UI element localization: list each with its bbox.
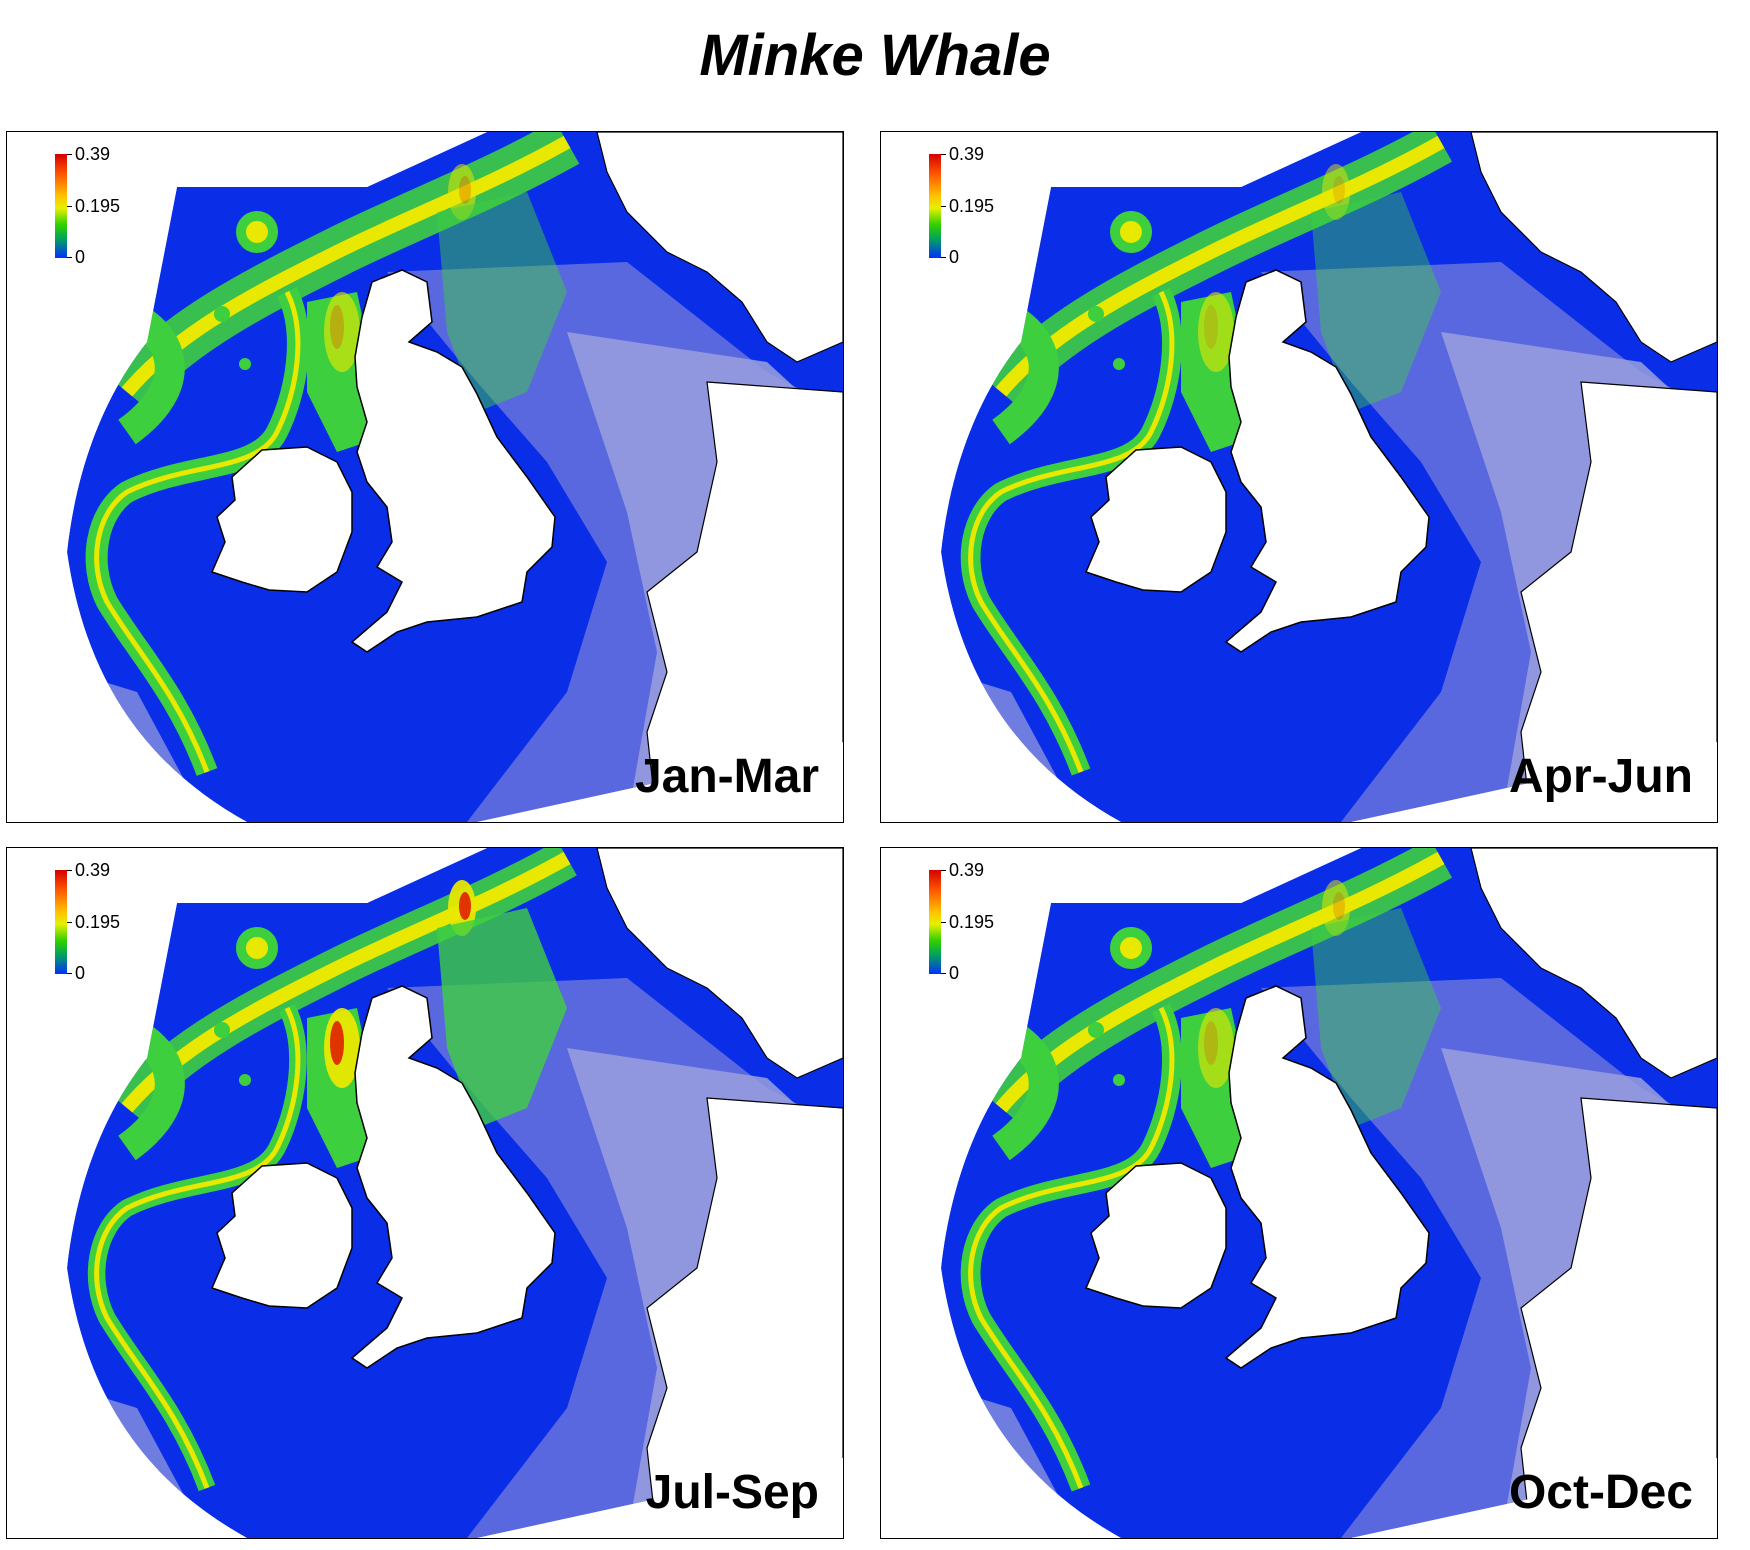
color-legend: 0.39 0.195 0 — [51, 861, 171, 983]
slope-core — [94, 1006, 301, 1489]
legend-color-bar — [55, 870, 67, 974]
ireland-land — [1084, 1162, 1227, 1309]
legend-max-label: 0.39 — [949, 144, 985, 164]
outside-study-area — [7, 848, 843, 1538]
norway-land — [596, 132, 843, 363]
hebrides-hotspot — [1198, 1008, 1234, 1088]
slope-core — [968, 1006, 1175, 1489]
season-label: Oct-Dec — [1508, 1466, 1693, 1519]
map-panel-oct-dec: 0.39 0.195 0 Oct-Dec — [880, 847, 1718, 1539]
slope-core — [94, 290, 301, 773]
seamount-hotspot — [1088, 306, 1104, 322]
bank-hotspot — [1110, 211, 1152, 253]
figure-title: Minke Whale — [699, 23, 1051, 88]
shetland-peak — [1333, 892, 1345, 920]
seamount-hotspot — [1113, 1074, 1125, 1086]
slope-core — [968, 290, 1175, 773]
shelf-edge-core — [995, 135, 1445, 397]
northern-north-sea-band — [1311, 192, 1441, 412]
shetland-peak — [1333, 176, 1345, 204]
density-map — [881, 848, 1717, 1538]
seamount-hotspot — [214, 1022, 230, 1038]
outside-study-area — [881, 132, 1717, 822]
outside-study-area — [7, 132, 843, 822]
map-panel-jan-mar: 0.39 0.195 0 Jan-Mar — [6, 131, 844, 823]
season-label: Apr-Jun — [1509, 750, 1693, 803]
density-map — [7, 848, 843, 1538]
shelf-edge-core — [121, 851, 571, 1113]
map-panel-apr-jun: 0.39 0.195 0 Apr-Jun — [880, 131, 1718, 823]
legend-color-bar — [929, 870, 941, 974]
hebrides-hotspot — [1198, 292, 1234, 372]
color-legend: 0.39 0.195 0 — [925, 145, 1045, 267]
legend-mid-label: 0.195 — [949, 196, 995, 216]
map-panel-jul-sep: 0.39 0.195 0 Jul-Sep — [6, 847, 844, 1539]
hebrides-peak — [1204, 305, 1218, 349]
hebrides-peak — [1204, 1021, 1218, 1065]
color-legend: 0.39 0.195 0 — [51, 145, 171, 267]
norway-land — [596, 848, 843, 1079]
ireland-land — [210, 446, 353, 593]
seamount-hotspot — [239, 1074, 251, 1086]
legend-min-label: 0 — [949, 963, 960, 983]
shetland-hotspot — [1322, 880, 1350, 936]
shelf-edge-core — [121, 135, 571, 397]
shetland-hotspot — [448, 164, 476, 220]
season-label: Jan-Mar — [634, 750, 819, 803]
great-britain-land — [350, 985, 556, 1369]
northern-north-sea-band — [1311, 908, 1441, 1128]
continent-land — [1520, 381, 1717, 822]
shelf-edge-core — [995, 851, 1445, 1113]
legend-max-label: 0.39 — [75, 860, 111, 880]
legend-min-label: 0 — [75, 963, 86, 983]
great-britain-land — [1224, 269, 1430, 653]
bank-hotspot — [1110, 927, 1152, 969]
color-legend: 0.39 0.195 0 — [925, 861, 1045, 983]
legend-max-label: 0.39 — [75, 144, 111, 164]
continent-land — [646, 1097, 843, 1538]
legend-min-label: 0 — [75, 247, 86, 267]
continent-land — [1520, 1097, 1717, 1538]
norway-land — [1470, 132, 1717, 363]
continent-land — [646, 381, 843, 822]
bank-hotspot — [236, 211, 278, 253]
shetland-hotspot — [1322, 164, 1350, 220]
shetland-peak — [459, 892, 471, 920]
great-britain-land — [1224, 985, 1430, 1369]
northern-north-sea-band — [437, 908, 567, 1128]
seamount-hotspot — [1113, 358, 1125, 370]
density-map — [881, 132, 1717, 822]
hebrides-hotspot — [324, 292, 360, 372]
season-label: Jul-Sep — [645, 1466, 819, 1519]
ireland-land — [1084, 446, 1227, 593]
bank-hotspot — [236, 927, 278, 969]
density-map — [7, 132, 843, 822]
shetland-peak — [459, 176, 471, 204]
outside-study-area — [881, 848, 1717, 1538]
great-britain-land — [350, 269, 556, 653]
legend-mid-label: 0.195 — [75, 912, 121, 932]
legend-mid-label: 0.195 — [75, 196, 121, 216]
legend-min-label: 0 — [949, 247, 960, 267]
legend-mid-label: 0.195 — [949, 912, 995, 932]
seamount-hotspot — [239, 358, 251, 370]
hebrides-peak — [330, 305, 344, 349]
ireland-land — [210, 1162, 353, 1309]
legend-max-label: 0.39 — [949, 860, 985, 880]
legend-color-bar — [929, 154, 941, 258]
hebrides-peak — [330, 1021, 344, 1065]
northern-north-sea-band — [437, 192, 567, 412]
seamount-hotspot — [214, 306, 230, 322]
seamount-hotspot — [1088, 1022, 1104, 1038]
norway-land — [1470, 848, 1717, 1079]
legend-color-bar — [55, 154, 67, 258]
